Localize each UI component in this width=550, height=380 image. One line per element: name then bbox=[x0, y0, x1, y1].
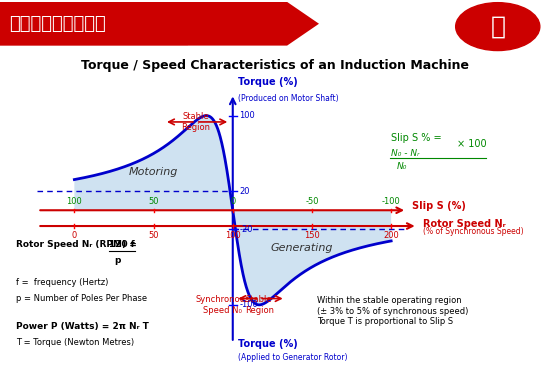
Text: × 100: × 100 bbox=[457, 139, 487, 149]
Text: Motoring: Motoring bbox=[129, 168, 178, 177]
Text: 200: 200 bbox=[383, 231, 399, 240]
Text: 50: 50 bbox=[148, 231, 159, 240]
Text: Power P (Watts) = 2π Nᵣ T: Power P (Watts) = 2π Nᵣ T bbox=[16, 323, 149, 331]
Text: 150: 150 bbox=[304, 231, 320, 240]
Text: N₀ - Nᵣ: N₀ - Nᵣ bbox=[391, 149, 420, 158]
Text: 🐉: 🐉 bbox=[490, 14, 505, 39]
Text: -100: -100 bbox=[239, 300, 258, 309]
Polygon shape bbox=[0, 2, 319, 46]
Text: p: p bbox=[114, 256, 120, 265]
Text: 120 f: 120 f bbox=[109, 241, 134, 249]
Text: 交流感应电机的特性: 交流感应电机的特性 bbox=[6, 15, 112, 34]
Text: 0: 0 bbox=[72, 231, 77, 240]
Text: (% of Synchronous Speed): (% of Synchronous Speed) bbox=[423, 227, 524, 236]
Text: 0: 0 bbox=[230, 198, 235, 206]
Text: N₀: N₀ bbox=[397, 162, 407, 171]
Text: Rotor Speed Nᵣ: Rotor Speed Nᵣ bbox=[423, 219, 505, 230]
Text: 100: 100 bbox=[239, 111, 255, 120]
Text: Generating: Generating bbox=[270, 243, 333, 253]
Text: Slip S % =: Slip S % = bbox=[391, 133, 445, 143]
Text: 50: 50 bbox=[148, 198, 159, 206]
Text: 100: 100 bbox=[225, 231, 241, 240]
Polygon shape bbox=[233, 210, 391, 305]
Text: Torque (%): Torque (%) bbox=[238, 339, 298, 349]
Text: Torque / Speed Characteristics of an Induction Machine: Torque / Speed Characteristics of an Ind… bbox=[81, 59, 469, 72]
Text: p = Number of Poles Per Phase: p = Number of Poles Per Phase bbox=[16, 294, 147, 303]
Text: Within the stable operating region
(± 3% to 5% of synchronous speed)
Torque T is: Within the stable operating region (± 3%… bbox=[317, 296, 469, 326]
Text: Stable
Region: Stable Region bbox=[182, 112, 210, 131]
Text: (Applied to Generator Rotor): (Applied to Generator Rotor) bbox=[238, 353, 348, 362]
Text: -20: -20 bbox=[239, 225, 252, 234]
Text: 100: 100 bbox=[67, 198, 82, 206]
Text: 交流感应电机的特性: 交流感应电机的特性 bbox=[9, 15, 106, 33]
Text: -100: -100 bbox=[382, 198, 400, 206]
Text: 20: 20 bbox=[239, 187, 250, 196]
Circle shape bbox=[455, 3, 540, 51]
Text: Synchronous
Speed N₀: Synchronous Speed N₀ bbox=[195, 295, 249, 315]
Text: Slip S (%): Slip S (%) bbox=[412, 201, 466, 211]
Text: -50: -50 bbox=[305, 198, 318, 206]
Polygon shape bbox=[74, 116, 233, 210]
Text: f =  frequency (Hertz): f = frequency (Hertz) bbox=[16, 278, 109, 287]
Text: Rotor Speed Nᵣ (RPM) =: Rotor Speed Nᵣ (RPM) = bbox=[16, 241, 140, 249]
Text: T = Torque (Newton Metres): T = Torque (Newton Metres) bbox=[16, 338, 134, 347]
FancyArrow shape bbox=[0, 5, 206, 44]
Text: Stable
Region: Stable Region bbox=[245, 295, 274, 315]
Text: Torque (%): Torque (%) bbox=[238, 77, 298, 87]
Text: (Produced on Motor Shaft): (Produced on Motor Shaft) bbox=[238, 94, 339, 103]
